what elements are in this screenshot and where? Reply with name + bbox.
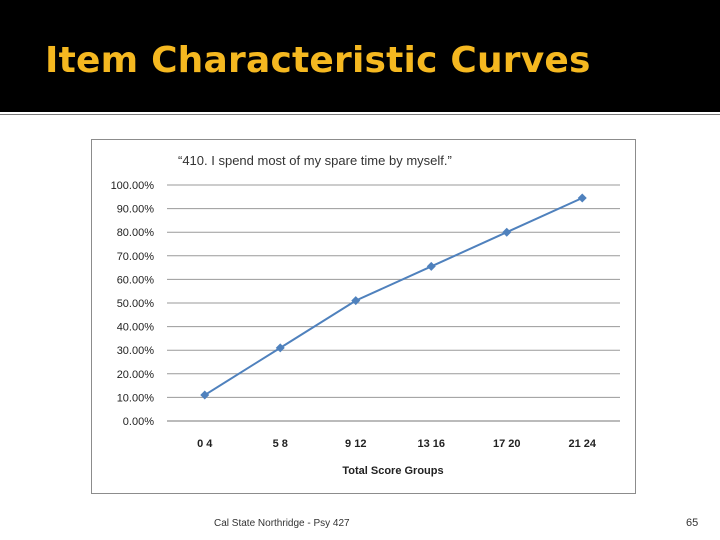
- y-tick-label: 20.00%: [117, 369, 155, 381]
- y-tick-label: 40.00%: [117, 322, 155, 334]
- chart-frame: “410. I spend most of my spare time by m…: [91, 139, 636, 494]
- x-axis-label: Total Score Groups: [342, 465, 443, 477]
- data-point-marker: [577, 193, 587, 203]
- y-tick-label: 80.00%: [117, 227, 155, 239]
- x-tick-label: 17 20: [493, 438, 521, 450]
- chart-svg: “410. I spend most of my spare time by m…: [111, 153, 620, 477]
- x-tick-label: 0 4: [197, 438, 213, 450]
- title-bar: Item Characteristic Curves: [0, 0, 720, 112]
- y-tick-label: 10.00%: [117, 392, 155, 404]
- chart-title: “410. I spend most of my spare time by m…: [178, 153, 452, 168]
- x-tick-label: 21 24: [568, 438, 596, 450]
- y-tick-label: 50.00%: [117, 298, 155, 310]
- slide-title: Item Characteristic Curves: [45, 40, 591, 81]
- data-point-marker: [275, 343, 285, 353]
- title-divider: [0, 114, 720, 115]
- data-point-marker: [426, 261, 436, 271]
- y-tick-label: 90.00%: [117, 204, 155, 216]
- y-tick-label: 60.00%: [117, 274, 155, 286]
- series-line: [204, 197, 583, 396]
- footer-text: Cal State Northridge - Psy 427: [214, 518, 350, 529]
- data-point-marker: [200, 390, 210, 400]
- x-tick-label: 5 8: [273, 438, 288, 450]
- x-tick-label: 13 16: [417, 438, 445, 450]
- page-number: 65: [686, 517, 699, 529]
- data-point-marker: [351, 296, 361, 306]
- y-tick-label: 0.00%: [123, 416, 154, 428]
- y-tick-label: 100.00%: [111, 180, 155, 192]
- y-tick-label: 70.00%: [117, 251, 155, 263]
- y-tick-label: 30.00%: [117, 345, 155, 357]
- data-point-marker: [502, 227, 512, 237]
- x-tick-label: 9 12: [345, 438, 366, 450]
